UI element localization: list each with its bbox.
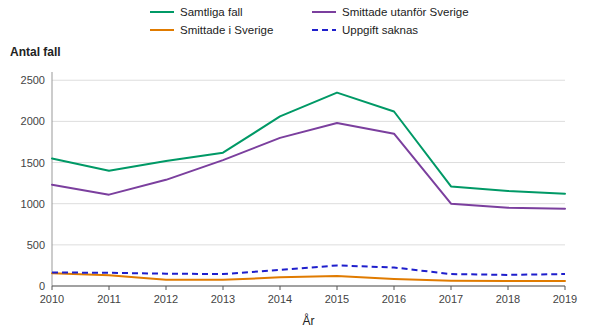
y-tick-label: 1500 [21, 157, 45, 169]
x-tick-label: 2010 [40, 293, 64, 305]
y-tick-label: 2000 [21, 115, 45, 127]
legend-label: Samtliga fall [180, 6, 243, 18]
x-tick-label: 2019 [553, 293, 577, 305]
y-axis-label: Antal fall [10, 45, 61, 59]
x-axis-line [52, 286, 565, 287]
x-axis-label: År [303, 313, 315, 328]
y-tick-label: 2500 [21, 74, 45, 86]
x-tick-label: 2012 [154, 293, 178, 305]
grid-line [52, 121, 565, 122]
legend-label: Smittade utanför Sverige [342, 6, 469, 18]
x-tick [451, 286, 452, 290]
legend-label: Uppgift saknas [342, 24, 418, 36]
x-tick [337, 286, 338, 290]
grid-line [52, 244, 565, 245]
y-tick-label: 500 [27, 239, 45, 251]
legend-swatch [150, 29, 174, 31]
x-tick-label: 2011 [97, 293, 121, 305]
series-group [52, 93, 565, 281]
series-line [52, 93, 565, 194]
legend-swatch [312, 29, 336, 31]
x-tick-label: 2014 [268, 293, 292, 305]
x-tick [280, 286, 281, 290]
series-line [52, 273, 565, 281]
y-tick-label: 0 [39, 280, 45, 292]
grid-line [52, 286, 565, 287]
x-tick [508, 286, 509, 290]
legend: Samtliga fall Smittade utanför Sverige Smi… [150, 6, 469, 36]
x-tick [109, 286, 110, 290]
grid [52, 80, 565, 286]
legend-swatch [312, 11, 336, 13]
x-tick [166, 286, 167, 290]
y-tick-label: 1000 [21, 198, 45, 210]
series-line [52, 123, 565, 209]
y-axis-line [52, 72, 53, 286]
x-tick-label: 2013 [211, 293, 235, 305]
grid-line [52, 80, 565, 81]
chart-container: 0 500 1000 1500 2000 2500 2010 2011 2012 2013 2014… [0, 0, 590, 333]
grid-line [52, 162, 565, 163]
x-tick-label: 2018 [496, 293, 520, 305]
x-tick-label: 2016 [382, 293, 406, 305]
x-tick [394, 286, 395, 290]
series-line [52, 265, 565, 274]
legend-swatch [150, 11, 174, 13]
chart: 0 500 1000 1500 2000 2500 2010 2011 2012 2013 2014… [0, 0, 590, 333]
x-tick [565, 286, 566, 290]
x-tick-label: 2017 [439, 293, 463, 305]
legend-label: Smittade i Sverige [180, 24, 273, 36]
grid-line [52, 203, 565, 204]
x-tick [52, 286, 53, 290]
x-tick-label: 2015 [325, 293, 349, 305]
x-tick [223, 286, 224, 290]
